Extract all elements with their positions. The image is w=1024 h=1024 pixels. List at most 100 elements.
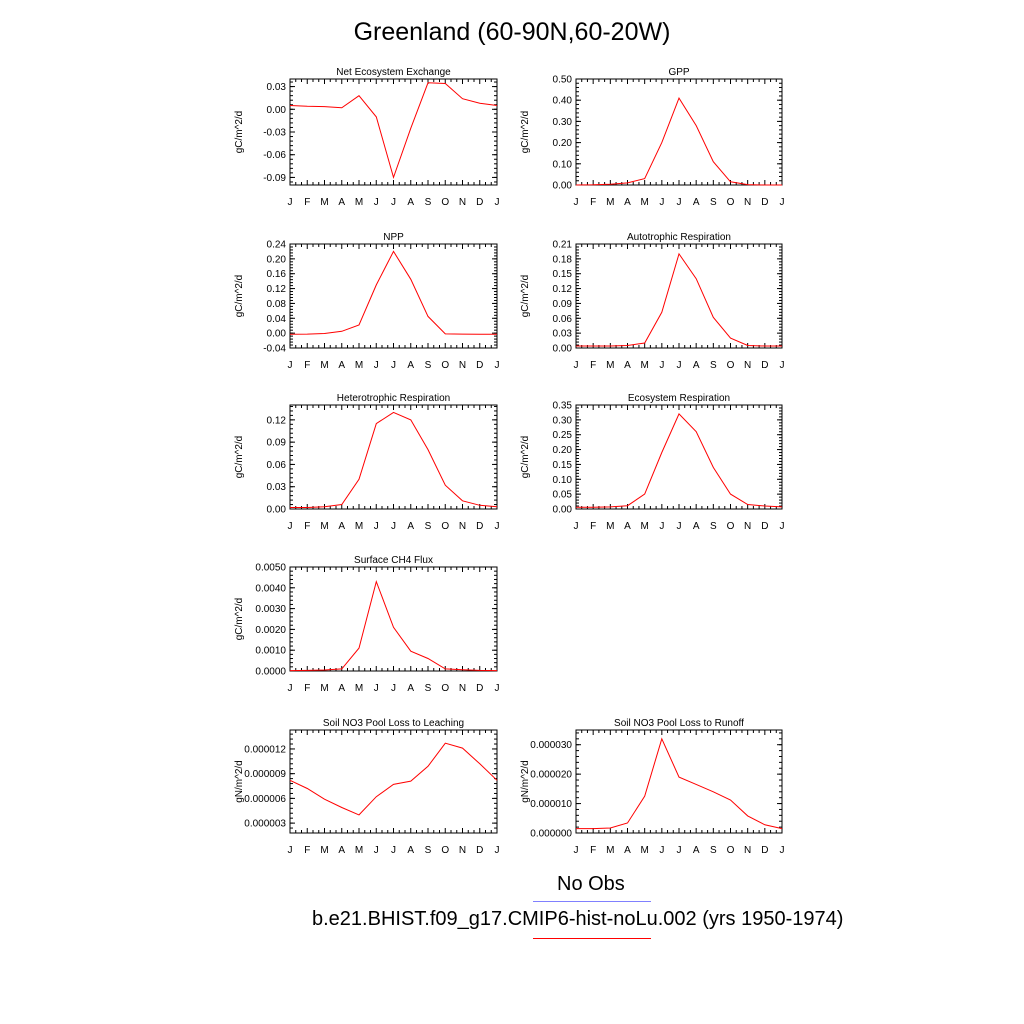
y-tick-label: 0.000012 <box>244 744 286 755</box>
y-tick-label: 0.16 <box>267 269 287 280</box>
plot-frame <box>289 566 498 672</box>
y-axis-label: gC/m^2/d <box>234 275 245 318</box>
x-tick-label: S <box>710 360 717 371</box>
x-tick-label: N <box>459 845 466 856</box>
y-tick-label: 0.10 <box>553 475 573 486</box>
series-line <box>289 250 497 335</box>
series-line <box>289 742 498 816</box>
x-tick-label: J <box>374 683 379 694</box>
plot-frame <box>289 729 498 834</box>
y-axis-label: gN/m^2/d <box>234 760 245 803</box>
x-tick-label: F <box>590 845 596 856</box>
y-tick-label: 0.000003 <box>244 819 286 830</box>
y-tick-label: 0.30 <box>553 117 573 128</box>
x-tick-label: J <box>659 197 664 208</box>
x-tick-label: D <box>476 521 483 532</box>
y-tick-label: 0.04 <box>267 314 287 325</box>
x-tick-label: A <box>407 360 414 371</box>
x-tick-label: J <box>288 845 293 856</box>
x-tick-label: J <box>659 521 664 532</box>
x-tick-label: A <box>407 683 414 694</box>
y-axis-label: gC/m^2/d <box>520 111 531 154</box>
x-tick-label: M <box>355 360 363 371</box>
x-tick-label: S <box>425 360 432 371</box>
x-tick-label: A <box>624 197 631 208</box>
panel-title: Surface CH4 Flux <box>354 555 433 566</box>
x-tick-label: O <box>727 360 735 371</box>
x-tick-label: F <box>590 197 596 208</box>
x-tick-label: F <box>304 197 310 208</box>
x-tick-label: N <box>459 683 466 694</box>
x-tick-label: M <box>640 521 648 532</box>
x-tick-label: J <box>659 360 664 371</box>
x-tick-label: J <box>374 521 379 532</box>
x-tick-label: D <box>476 683 483 694</box>
plot-frame <box>575 243 783 349</box>
plot-frame <box>289 404 498 510</box>
x-tick-label: N <box>744 360 751 371</box>
x-tick-label: M <box>320 521 328 532</box>
y-tick-label: 0.000030 <box>530 740 572 751</box>
series-line <box>290 411 498 508</box>
x-tick-label: F <box>304 683 310 694</box>
y-tick-label: 0.20 <box>553 138 573 149</box>
y-tick-label: 0.50 <box>553 75 573 86</box>
x-tick-label: A <box>624 521 631 532</box>
x-tick-label: F <box>590 360 596 371</box>
x-tick-label: S <box>425 683 432 694</box>
x-tick-label: O <box>441 845 449 856</box>
x-tick-label: J <box>374 360 379 371</box>
y-tick-label: 0.0010 <box>255 646 286 657</box>
x-tick-label: N <box>744 521 751 532</box>
y-tick-label: 0.25 <box>553 430 573 441</box>
y-tick-label: 0.30 <box>553 415 573 426</box>
panel-title: Ecosystem Respiration <box>628 393 730 404</box>
x-tick-label: J <box>391 845 396 856</box>
x-tick-label: M <box>320 360 328 371</box>
series-line <box>576 737 783 830</box>
x-tick-label: J <box>495 360 500 371</box>
panel-title: GPP <box>668 67 689 78</box>
x-tick-label: S <box>710 521 717 532</box>
y-tick-label: 0.12 <box>553 284 573 295</box>
legend-model-line <box>533 938 651 939</box>
x-tick-label: J <box>574 197 579 208</box>
x-tick-label: F <box>304 845 310 856</box>
x-tick-label: J <box>780 521 785 532</box>
x-tick-label: M <box>640 845 648 856</box>
y-tick-label: 0.0040 <box>255 583 286 594</box>
x-tick-label: O <box>727 845 735 856</box>
x-tick-label: J <box>574 360 579 371</box>
panel-title: Autotrophic Respiration <box>627 232 731 243</box>
y-tick-label: 0.000006 <box>244 794 286 805</box>
x-tick-label: A <box>407 845 414 856</box>
x-tick-label: J <box>780 360 785 371</box>
x-tick-label: A <box>407 197 414 208</box>
panel-title: Heterotrophic Respiration <box>337 393 450 404</box>
x-tick-label: M <box>355 521 363 532</box>
y-tick-label: 0.00 <box>267 329 287 340</box>
y-tick-label: 0.05 <box>553 490 573 501</box>
x-tick-label: F <box>304 521 310 532</box>
x-tick-label: M <box>640 360 648 371</box>
y-tick-label: 0.000020 <box>530 770 572 781</box>
panel-title: Net Ecosystem Exchange <box>336 67 451 78</box>
y-tick-label: 0.00 <box>267 505 287 516</box>
page-title: Greenland (60-90N,60-20W) <box>353 18 671 46</box>
x-tick-label: A <box>407 521 414 532</box>
x-tick-label: M <box>355 197 363 208</box>
x-tick-label: A <box>338 845 345 856</box>
x-tick-label: J <box>574 845 579 856</box>
y-tick-label: 0.03 <box>553 329 573 340</box>
y-tick-label: 0.06 <box>553 314 573 325</box>
x-tick-label: M <box>320 683 328 694</box>
y-tick-label: -0.09 <box>263 173 286 184</box>
plot-frame <box>575 78 783 186</box>
panel-title: Soil NO3 Pool Loss to Runoff <box>614 718 744 729</box>
y-tick-label: 0.15 <box>553 269 573 280</box>
y-tick-label: 0.00 <box>553 181 573 192</box>
